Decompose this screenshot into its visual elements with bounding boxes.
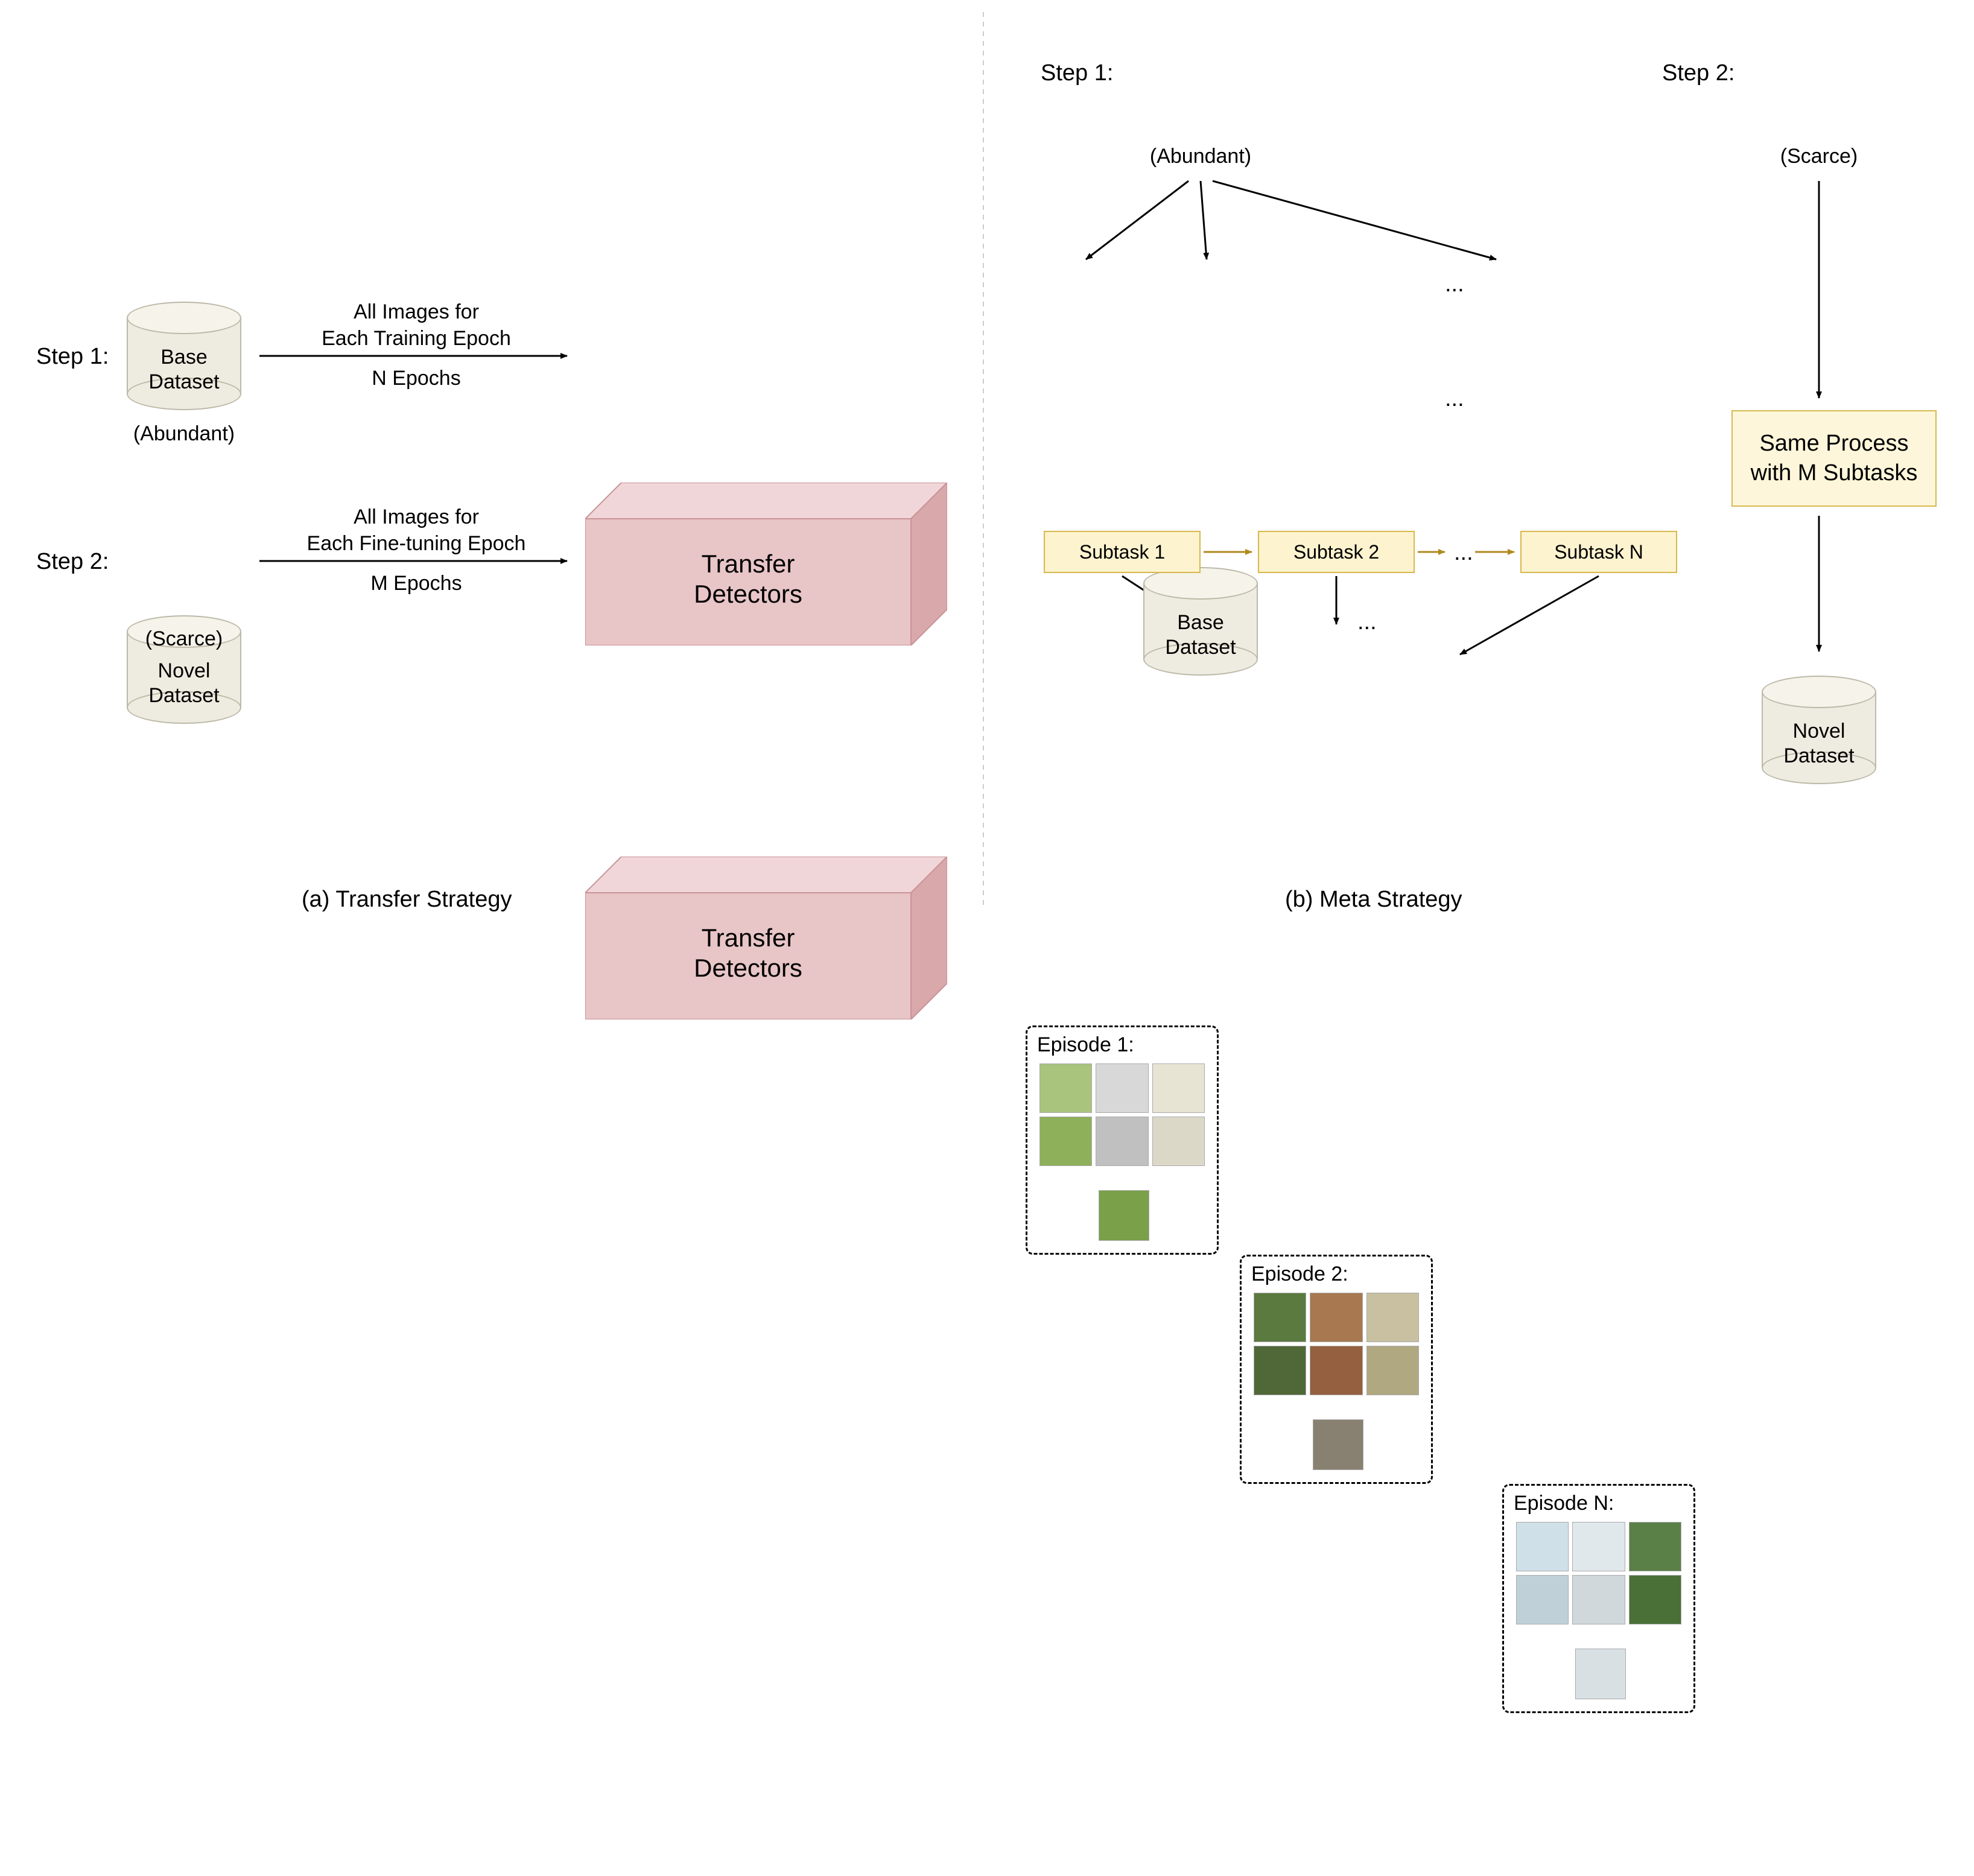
box3d-transfer-2: Transfer Detectors (585, 857, 947, 1019)
episode-2-title: Episode 2: (1251, 1263, 1348, 1286)
episode-n: Episode N: (1502, 1484, 1695, 1713)
thumb (1152, 1117, 1205, 1166)
thumb (1572, 1575, 1625, 1624)
subtask-1: Subtask 1 (1044, 531, 1201, 573)
dots-subtasks: ... (1454, 540, 1473, 566)
cylinder-base-left-label: Base Dataset (127, 345, 241, 395)
episode-2: Episode 2: (1240, 1255, 1433, 1484)
thumb (1310, 1346, 1362, 1395)
episode-n-query (1575, 1649, 1626, 1699)
thumb (1254, 1293, 1306, 1342)
box3d-transfer-1-label: Transfer Detectors (585, 549, 911, 610)
cylinder-base-right: Base Dataset (1143, 567, 1258, 676)
thumb (1366, 1293, 1419, 1342)
thumb (1096, 1117, 1148, 1166)
thumb (1572, 1522, 1625, 1571)
episode-2-query (1313, 1419, 1363, 1470)
episode-1-query (1099, 1190, 1149, 1241)
arrow-fan-1 (1086, 181, 1189, 259)
thumb (1366, 1346, 1419, 1395)
thumb (1516, 1522, 1569, 1571)
abundant-right: (Abundant) (1143, 145, 1258, 168)
episode-n-grid (1516, 1522, 1681, 1624)
thumb (1629, 1575, 1681, 1624)
arrow-fan-2 (1201, 181, 1207, 259)
thumb (1096, 1063, 1148, 1113)
arrow-conv-3 (1460, 576, 1599, 654)
arrow-fan-3 (1213, 181, 1496, 259)
caption-b: (b) Meta Strategy (1285, 887, 1462, 913)
cylinder-novel-right-label: Novel Dataset (1762, 719, 1876, 768)
step2-label-left: Step 2: (36, 549, 109, 575)
arrow1-label: All Images for Each Training Epoch (265, 299, 567, 352)
process-box: Same Process with M Subtasks (1731, 410, 1937, 507)
abundant-left: (Abundant) (127, 422, 241, 446)
step1-label-left: Step 1: (36, 344, 109, 370)
arrow2-label: All Images for Each Fine-tuning Epoch (265, 504, 567, 557)
subtask-n: Subtask N (1520, 531, 1677, 573)
dots-episodes-top: ... (1445, 271, 1464, 297)
thumb (1039, 1117, 1092, 1166)
thumb (1152, 1063, 1205, 1113)
dots-converge: ... (1357, 609, 1377, 635)
thumb (1039, 1063, 1092, 1113)
arrow1-sub: N Epochs (265, 365, 567, 391)
episode-2-grid (1254, 1293, 1419, 1395)
scarce-left: (Scarce) (127, 627, 241, 651)
thumb (1310, 1293, 1362, 1342)
scarce-right: (Scarce) (1762, 145, 1876, 168)
cylinder-novel-right: Novel Dataset (1762, 676, 1876, 784)
episode-1-title: Episode 1: (1037, 1033, 1134, 1057)
box3d-transfer-2-label: Transfer Detectors (585, 923, 911, 984)
cylinder-base-left: Base Dataset (127, 302, 241, 410)
box3d-transfer-1: Transfer Detectors (585, 483, 947, 645)
caption-a: (a) Transfer Strategy (302, 887, 512, 913)
episode-n-title: Episode N: (1514, 1492, 1614, 1515)
dots-episodes-mid: ... (1445, 386, 1464, 412)
thumb (1254, 1346, 1306, 1395)
cylinder-base-right-label: Base Dataset (1143, 610, 1258, 660)
step1-label-right: Step 1: (1041, 60, 1113, 86)
step2-label-right: Step 2: (1662, 60, 1734, 86)
subtask-2: Subtask 2 (1258, 531, 1415, 573)
cylinder-novel-left-label: Novel Dataset (127, 659, 241, 708)
arrow2-sub: M Epochs (265, 570, 567, 597)
thumb (1629, 1522, 1681, 1571)
episode-1: Episode 1: (1026, 1025, 1219, 1255)
divider-svg (0, 0, 1974, 938)
thumb (1516, 1575, 1569, 1624)
episode-1-grid (1039, 1063, 1205, 1166)
